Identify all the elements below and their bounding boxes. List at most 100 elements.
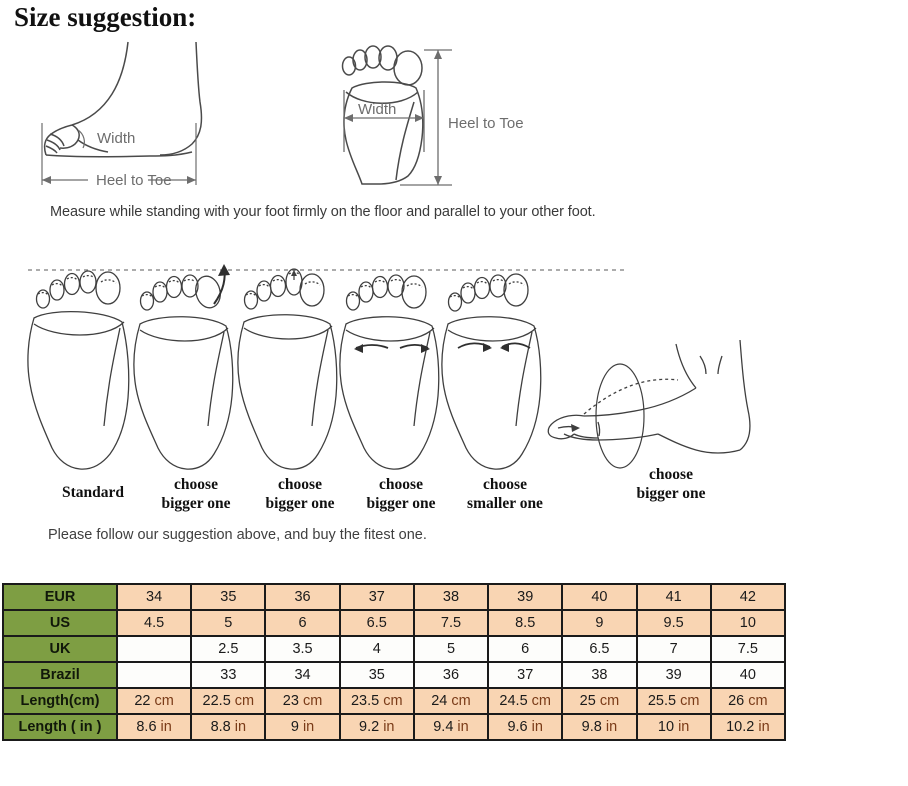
foot-label-line: choose — [278, 476, 322, 493]
compress-inward-arrows — [457, 342, 531, 352]
caption-follow-suggestion: Please follow our suggestion above, and … — [48, 527, 427, 543]
table-cell: 9 in — [266, 715, 339, 739]
table-row: Length ( in ) 8.6 in 8.8 in 9 in 9.2 in 9.4 i… — [4, 715, 784, 739]
cell-unit: in — [383, 718, 395, 735]
foot-label-line: choose — [379, 476, 423, 493]
cell-number: 22.5 — [202, 692, 235, 709]
row-header-length-in: Length ( in ) — [4, 715, 116, 739]
measurement-diagrams: Width Heel to Toe Width — [0, 30, 908, 205]
table-cell: 4 — [340, 637, 413, 661]
cell-number: 9.4 — [433, 718, 458, 735]
cell-number: 23.5 — [350, 692, 384, 709]
table-cell: 33 — [192, 663, 265, 687]
table-cell: 22 cm — [118, 689, 191, 713]
table-cell: 9.6 in — [489, 715, 562, 739]
table-cell: 23.5 cm — [340, 689, 413, 713]
caption-measure-instruction: Measure while standing with your foot fi… — [50, 204, 596, 220]
sole-view-length-dimension — [400, 49, 452, 186]
cell-number: 9.8 — [581, 718, 606, 735]
table-cell: 34 — [266, 663, 339, 687]
row-header-us: US — [4, 611, 116, 635]
cell-number: 25 — [579, 692, 600, 709]
table-row: EUR 34 35 36 37 38 39 40 41 42 — [4, 585, 784, 609]
size-chart-table: EUR 34 35 36 37 38 39 40 41 42 US 4.5 5 6 6.5 7.5 8.5 9 9.… — [2, 583, 786, 741]
table-cell: 34 — [118, 585, 191, 609]
table-cell: 36 — [266, 585, 339, 609]
table-cell: 6.5 — [563, 637, 636, 661]
table-cell: 38 — [414, 585, 488, 609]
cell-number: 10.2 — [726, 718, 759, 735]
side-view-width-dimension — [77, 129, 85, 149]
cell-unit: in — [160, 718, 172, 735]
cell-unit: cm — [383, 692, 403, 709]
row-header-uk: UK — [4, 637, 116, 661]
cell-unit: in — [758, 718, 770, 735]
sole-view-foot-icon — [341, 45, 424, 185]
table-cell: 8.5 — [489, 611, 562, 635]
foot-long-second-toe-icon — [237, 268, 338, 470]
sole-view-width-dimension — [343, 90, 425, 152]
sole-view-length-label: Heel to Toe — [448, 115, 524, 132]
foot-label-wide-splay: choose bigger one — [353, 475, 449, 513]
cell-number: 26 — [728, 692, 749, 709]
cell-unit: cm — [748, 692, 768, 709]
table-cell: 41 — [637, 585, 710, 609]
cell-number: 25.5 — [647, 692, 681, 709]
table-cell: 35 — [340, 663, 413, 687]
bunion-direction-arrow — [213, 264, 230, 305]
foot-label-long-second-toe: choose bigger one — [252, 475, 348, 513]
foot-label-line: choose — [649, 466, 693, 483]
table-cell: 2.5 — [192, 637, 265, 661]
table-cell: 8.8 in — [192, 715, 265, 739]
table-row: Length(cm) 22 cm 22.5 cm 23 cm 23.5 cm 24 cm 2… — [4, 689, 784, 713]
foot-wide-splay-icon — [339, 274, 440, 470]
foot-shape-row — [0, 258, 908, 508]
table-cell: 42 — [711, 585, 784, 609]
table-cell: 25.5 cm — [637, 689, 710, 713]
table-cell: 10.2 in — [711, 715, 784, 739]
foot-narrow-compressed-icon — [441, 273, 542, 470]
table-cell: 37 — [489, 663, 562, 687]
table-cell: 9.4 in — [414, 715, 488, 739]
cell-unit: cm — [234, 692, 255, 709]
foot-label-line: bigger one — [366, 495, 436, 512]
table-cell: 26 cm — [711, 689, 784, 713]
table-cell: 3.5 — [266, 637, 339, 661]
foot-label-standard: Standard — [40, 483, 146, 502]
table-row: Brazil 33 34 35 36 37 38 39 40 — [4, 663, 784, 687]
table-cell: 6 — [266, 611, 339, 635]
cell-unit: in — [678, 718, 690, 735]
cell-unit: in — [234, 718, 247, 735]
table-cell: 7.5 — [711, 637, 784, 661]
foot-label-bunion: choose bigger one — [148, 475, 244, 513]
cell-unit: cm — [154, 692, 174, 709]
cell-unit: cm — [531, 692, 551, 709]
foot-label-line: bigger one — [265, 495, 335, 512]
table-cell: 7 — [637, 637, 710, 661]
foot-label-hammer-toe: choose bigger one — [618, 465, 724, 503]
table-cell: 22.5 cm — [192, 689, 265, 713]
table-row: US 4.5 5 6 6.5 7.5 8.5 9 9.5 10 — [4, 611, 784, 635]
splay-outward-arrows — [354, 344, 430, 353]
cell-unit: in — [605, 718, 618, 735]
table-cell: 39 — [489, 585, 562, 609]
table-cell: 36 — [414, 663, 488, 687]
sole-view-width-label: Width — [358, 101, 396, 118]
table-cell: 9.8 in — [563, 715, 636, 739]
foot-label-line: smaller one — [467, 495, 543, 512]
foot-label-line: choose — [174, 476, 218, 493]
cell-unit: cm — [451, 692, 471, 709]
cell-unit: in — [531, 718, 543, 735]
cell-number: 8.6 — [136, 718, 161, 735]
table-cell: 35 — [192, 585, 265, 609]
table-cell — [118, 637, 191, 661]
table-cell: 23 cm — [266, 689, 339, 713]
table-cell — [118, 663, 191, 687]
table-cell: 7.5 — [414, 611, 488, 635]
foot-bunion-icon — [133, 274, 234, 470]
table-cell: 9.5 — [637, 611, 710, 635]
cell-number: 10 — [657, 718, 679, 735]
foot-standard-icon — [27, 270, 130, 470]
foot-label-line: bigger one — [161, 495, 231, 512]
cell-number: 24.5 — [499, 692, 532, 709]
